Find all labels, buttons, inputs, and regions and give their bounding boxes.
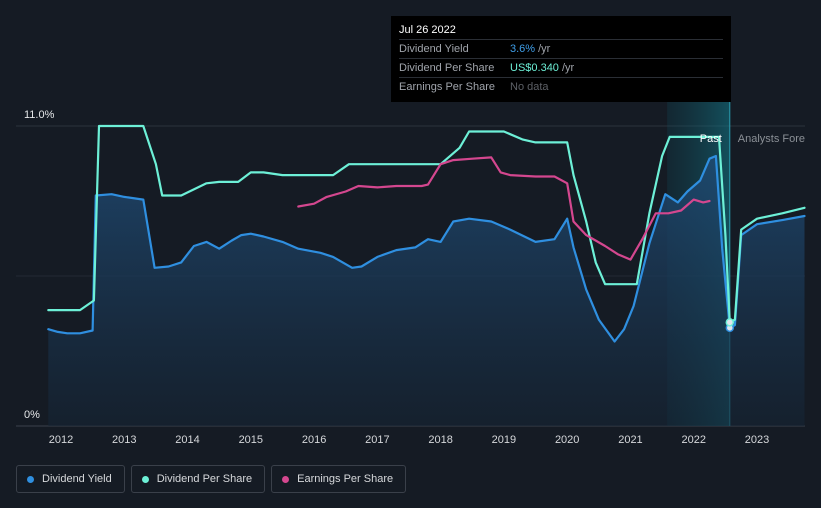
tooltip-unit: /yr (538, 43, 551, 55)
x-tick-label: 2018 (428, 434, 452, 446)
legend-label: Earnings Per Share (297, 473, 394, 485)
y-axis-label-max: 11.0% (24, 109, 55, 121)
series-line-dividend-per-share (47, 124, 806, 324)
x-tick-label: 2023 (745, 434, 769, 446)
x-tick-label: 2012 (49, 434, 73, 446)
tooltip: Jul 26 2022 Dividend Yield 3.6% /yr Divi… (391, 16, 731, 102)
tooltip-value: US$0.340 (510, 62, 559, 74)
tooltip-date: Jul 26 2022 (399, 24, 456, 36)
tooltip-row-dividend-per-share: Dividend Per Share US$0.340 /yr (399, 58, 723, 77)
series-area-dividend-yield (48, 156, 805, 426)
x-tick-label: 2019 (492, 434, 516, 446)
legend-dot-icon (141, 475, 149, 483)
x-tick-label: 2017 (365, 434, 389, 446)
legend-dot-icon (27, 475, 34, 483)
tooltip-row-dividend-yield: Dividend Yield 3.6% /yr (399, 39, 723, 58)
legend-dot-icon (282, 475, 290, 483)
x-tick-label: 2020 (555, 434, 579, 446)
x-tick-label: 2021 (618, 434, 642, 446)
legend: Dividend Yield Dividend Per Share Earnin… (16, 465, 407, 493)
forecast-region-label: Analysts Fore (738, 133, 805, 145)
tooltip-value: 3.6% (510, 43, 536, 55)
x-tick-label: 2013 (112, 434, 136, 446)
legend-label: Dividend Per Share (156, 473, 253, 485)
legend-item-dividend-yield[interactable]: Dividend Yield (16, 465, 125, 493)
legend-label: Dividend Yield (42, 473, 112, 485)
series-line-earnings-per-share (297, 156, 711, 261)
tooltip-label: Earnings Per Share (399, 81, 495, 93)
x-tick-label: 2014 (175, 434, 199, 446)
series-line-dividend-yield (47, 154, 806, 343)
tooltip-unit: /yr (561, 62, 575, 74)
x-tick-label: 2022 (681, 434, 705, 446)
tooltip-row-earnings-per-share: Earnings Per Share No data (399, 77, 723, 96)
x-tick-label: 2016 (302, 434, 326, 446)
legend-item-earnings-per-share[interactable]: Earnings Per Share (271, 465, 407, 493)
tooltip-label: Dividend Per Share (399, 62, 495, 74)
tooltip-label: Dividend Yield (399, 43, 469, 55)
tooltip-value: No data (510, 81, 549, 93)
x-tick-label: 2015 (239, 434, 263, 446)
past-region-label: Past (700, 133, 722, 145)
legend-item-dividend-per-share[interactable]: Dividend Per Share (130, 465, 266, 493)
y-axis-label-min: 0% (24, 409, 40, 421)
point-marker-dividend-per-share (725, 318, 735, 327)
